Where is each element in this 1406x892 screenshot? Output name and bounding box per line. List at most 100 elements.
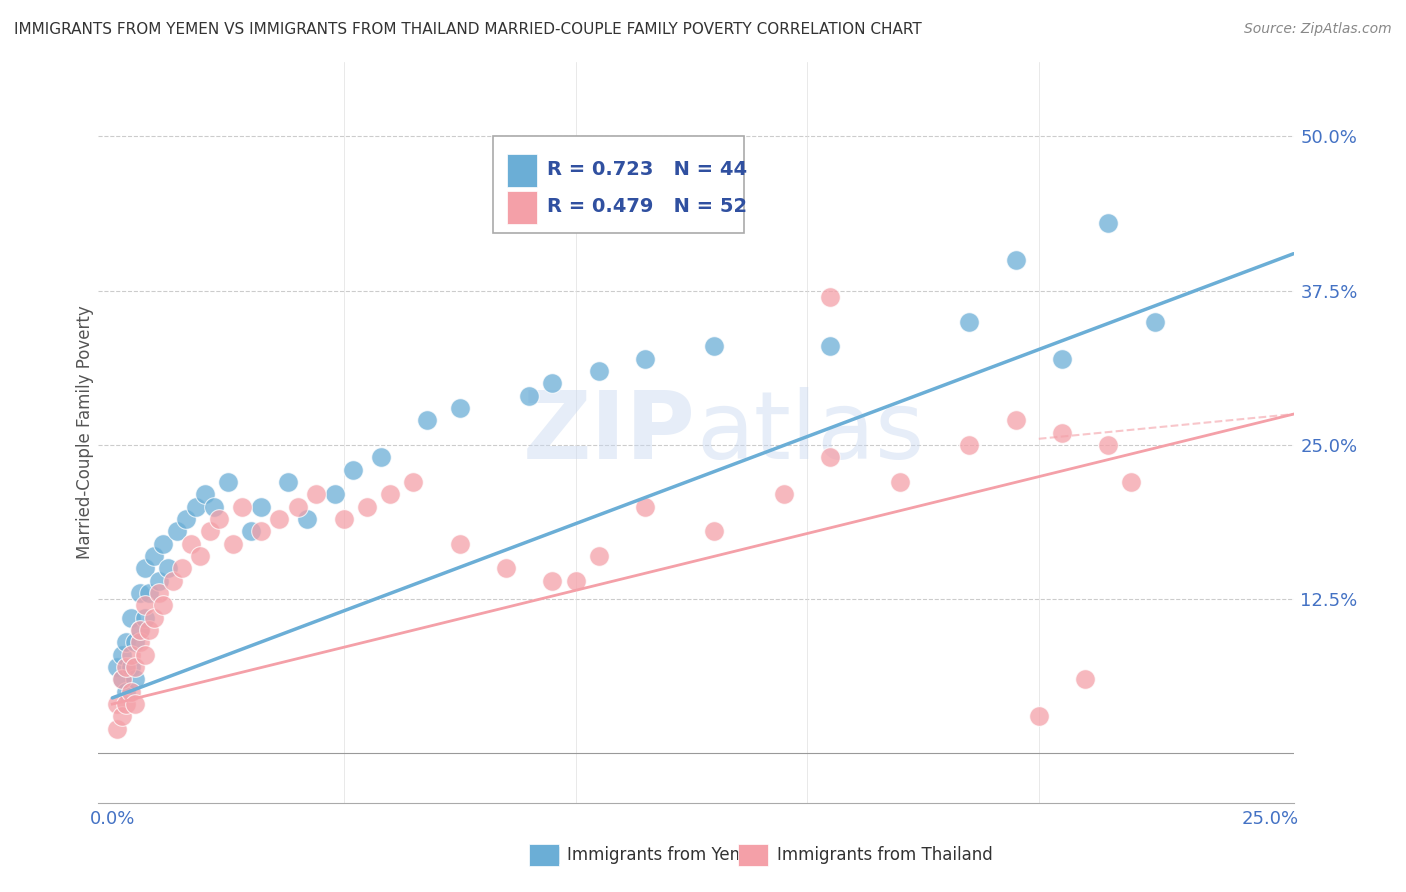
Point — [120, 611, 142, 625]
Point — [820, 290, 842, 304]
Point — [957, 438, 980, 452]
Point — [124, 660, 146, 674]
Point — [295, 512, 318, 526]
FancyBboxPatch shape — [508, 191, 537, 224]
Point — [1143, 315, 1166, 329]
Point — [134, 611, 156, 625]
Point — [449, 401, 471, 415]
Bar — [738, 844, 768, 866]
Point — [1004, 252, 1026, 267]
Text: □: □ — [541, 845, 561, 864]
Point — [124, 635, 146, 649]
Point — [134, 599, 156, 613]
Point — [1028, 709, 1050, 723]
Point — [162, 574, 184, 588]
Point — [305, 487, 328, 501]
Point — [416, 413, 439, 427]
Point — [115, 635, 138, 649]
Text: Source: ZipAtlas.com: Source: ZipAtlas.com — [1244, 22, 1392, 37]
Point — [120, 660, 142, 674]
Text: R = 0.723   N = 44: R = 0.723 N = 44 — [547, 161, 747, 179]
Point — [166, 524, 188, 539]
Point — [342, 462, 364, 476]
Point — [356, 500, 378, 514]
Text: atlas: atlas — [696, 386, 924, 479]
Point — [110, 648, 132, 662]
FancyBboxPatch shape — [508, 153, 537, 186]
Point — [110, 673, 132, 687]
Point — [249, 500, 271, 514]
Point — [129, 623, 152, 637]
Point — [820, 450, 842, 465]
Point — [277, 475, 299, 489]
Point — [184, 500, 207, 514]
Point — [820, 339, 842, 353]
Point — [323, 487, 346, 501]
Point — [188, 549, 211, 563]
Point — [134, 648, 156, 662]
Point — [194, 487, 217, 501]
Point — [170, 561, 193, 575]
Point — [217, 475, 239, 489]
Point — [152, 536, 174, 550]
Point — [240, 524, 263, 539]
Text: Immigrants from Yemen: Immigrants from Yemen — [567, 846, 766, 863]
Point — [129, 623, 152, 637]
Text: Immigrants from Thailand: Immigrants from Thailand — [778, 846, 993, 863]
FancyBboxPatch shape — [494, 136, 744, 233]
Point — [143, 611, 166, 625]
Point — [120, 648, 142, 662]
Point — [115, 697, 138, 711]
Point — [541, 574, 564, 588]
Point — [402, 475, 425, 489]
Point — [957, 315, 980, 329]
Point — [129, 586, 152, 600]
Point — [773, 487, 796, 501]
Text: ZIP: ZIP — [523, 386, 696, 479]
Point — [134, 561, 156, 575]
Point — [449, 536, 471, 550]
Point — [588, 364, 610, 378]
Point — [148, 586, 170, 600]
Point — [287, 500, 309, 514]
Point — [634, 351, 657, 366]
Point — [105, 697, 128, 711]
Point — [333, 512, 356, 526]
Point — [202, 500, 225, 514]
Point — [1097, 438, 1119, 452]
Point — [889, 475, 911, 489]
Point — [180, 536, 202, 550]
Point — [110, 709, 132, 723]
Point — [564, 574, 586, 588]
Point — [115, 685, 138, 699]
Point — [1097, 216, 1119, 230]
Point — [1004, 413, 1026, 427]
Point — [148, 574, 170, 588]
Y-axis label: Married-Couple Family Poverty: Married-Couple Family Poverty — [76, 306, 94, 559]
Point — [588, 549, 610, 563]
Point — [231, 500, 253, 514]
Point — [634, 500, 657, 514]
Point — [143, 549, 166, 563]
Point — [541, 376, 564, 391]
Point — [267, 512, 290, 526]
Point — [129, 635, 152, 649]
Point — [517, 389, 540, 403]
Point — [124, 673, 146, 687]
Text: IMMIGRANTS FROM YEMEN VS IMMIGRANTS FROM THAILAND MARRIED-COUPLE FAMILY POVERTY : IMMIGRANTS FROM YEMEN VS IMMIGRANTS FROM… — [14, 22, 922, 37]
Point — [152, 599, 174, 613]
Point — [124, 697, 146, 711]
Point — [110, 673, 132, 687]
Point — [495, 561, 517, 575]
Point — [115, 660, 138, 674]
Point — [105, 722, 128, 736]
Text: R = 0.479   N = 52: R = 0.479 N = 52 — [547, 197, 747, 217]
Point — [198, 524, 221, 539]
Point — [249, 524, 271, 539]
Point — [703, 524, 725, 539]
Point — [380, 487, 402, 501]
Point — [138, 586, 160, 600]
Point — [105, 660, 128, 674]
Point — [120, 685, 142, 699]
Point — [156, 561, 179, 575]
